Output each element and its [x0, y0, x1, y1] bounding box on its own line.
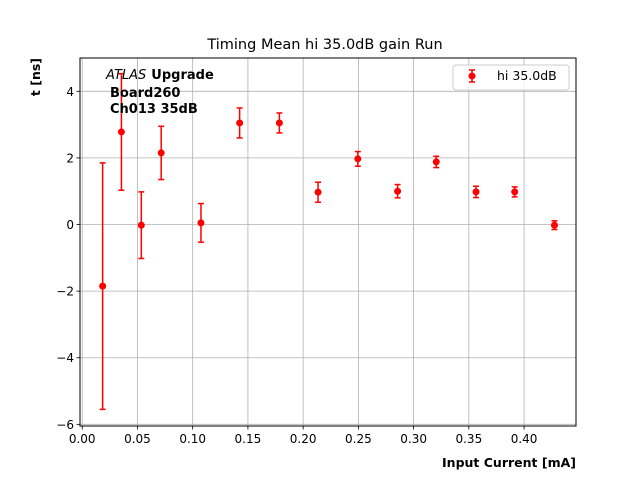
data-point [432, 158, 440, 166]
grid-lines [80, 58, 576, 426]
data-point [99, 282, 107, 290]
data-point [197, 219, 205, 227]
data-points [99, 119, 558, 290]
data-point [157, 149, 165, 157]
x-tick-label: 0.10 [179, 432, 206, 446]
y-axis-ticks: −6 −4 −2 0 2 4 [56, 85, 80, 432]
x-tick-label: 0.00 [69, 432, 96, 446]
x-tick-label: 0.05 [124, 432, 151, 446]
x-tick-label: 0.15 [235, 432, 262, 446]
legend-box [452, 64, 570, 91]
x-tick-label: 0.40 [511, 432, 538, 446]
x-axis-ticks: 0.00 0.05 0.10 0.15 0.20 0.25 0.30 0.35 0.40 [69, 426, 538, 446]
plot-frame [79, 57, 577, 427]
atlas-label: ATLAS Upgrade [105, 68, 214, 83]
chart-title: Timing Mean hi 35.0dB gain Run [206, 37, 442, 53]
legend: hi 35.0dB [452, 64, 570, 91]
y-tick-label: −4 [56, 351, 74, 365]
data-point [550, 221, 558, 229]
x-tick-label: 0.25 [345, 432, 372, 446]
atlas-italic: ATLAS [105, 68, 146, 83]
y-tick-label: 2 [66, 151, 74, 165]
board-label: Board260 [110, 86, 180, 101]
data-point [472, 188, 480, 196]
y-axis-label: t [ns] [28, 58, 43, 96]
legend-label: hi 35.0dB [497, 68, 557, 83]
data-point [511, 188, 519, 196]
atlas-upgrade: Upgrade [151, 68, 214, 83]
y-tick-label: 0 [66, 218, 74, 232]
data-point [314, 188, 322, 196]
y-tick-label: −2 [56, 285, 74, 299]
legend-marker [468, 72, 476, 80]
y-tick-label: 4 [66, 85, 74, 99]
x-tick-label: 0.30 [400, 432, 427, 446]
data-point [394, 187, 402, 195]
y-tick-label: −6 [56, 418, 74, 432]
channel-label: Ch013 35dB [110, 102, 198, 117]
data-point [354, 155, 362, 163]
x-tick-label: 0.35 [455, 432, 482, 446]
error-bars [99, 72, 558, 411]
data-point [236, 119, 244, 127]
x-axis-label: Input Current [mA] [442, 455, 576, 470]
x-tick-label: 0.20 [290, 432, 317, 446]
data-point [275, 119, 283, 127]
data-point [137, 221, 145, 229]
data-point [117, 128, 125, 136]
